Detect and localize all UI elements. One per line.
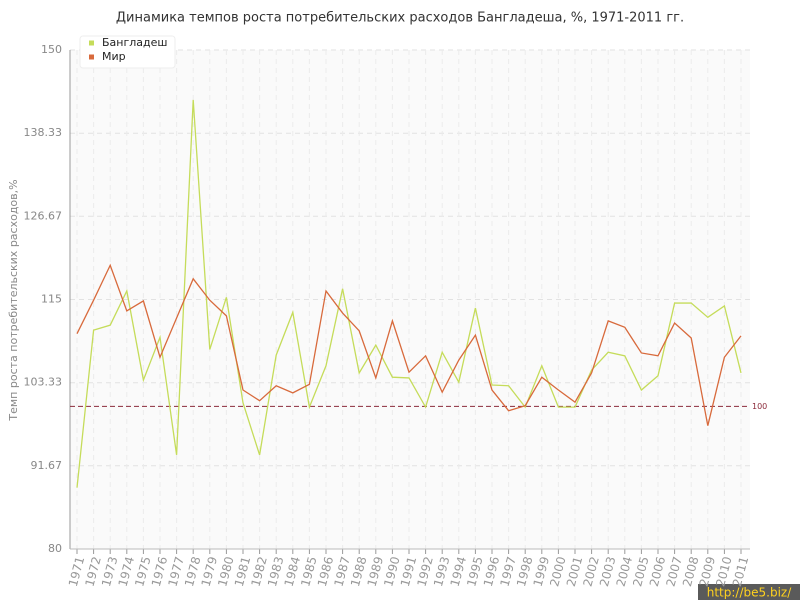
legend-label: Мир xyxy=(102,50,126,63)
reference-label: 100 xyxy=(752,402,767,411)
watermark-box xyxy=(698,584,800,600)
y-axis-label: Темп роста потребительских расходов,% xyxy=(7,179,20,421)
series-line xyxy=(76,99,742,488)
series-line xyxy=(76,263,742,426)
y-tick-label: 80 xyxy=(48,542,62,555)
chart-title: Динамика темпов роста потребительских ра… xyxy=(116,11,684,26)
watermark: http://be5.biz/ xyxy=(707,586,792,600)
legend-label: Бангладеш xyxy=(102,36,167,49)
y-tick-label: 138.33 xyxy=(24,126,63,139)
y-tick-label: 126.67 xyxy=(24,209,63,222)
y-tick-label: 150 xyxy=(41,43,62,56)
y-tick-label: 115 xyxy=(41,293,62,306)
y-tick-label: 91.67 xyxy=(31,459,63,472)
legend-swatch xyxy=(89,40,94,46)
legend-swatch xyxy=(89,54,94,60)
legend-box xyxy=(79,35,176,69)
y-tick-label: 103.33 xyxy=(24,376,63,389)
